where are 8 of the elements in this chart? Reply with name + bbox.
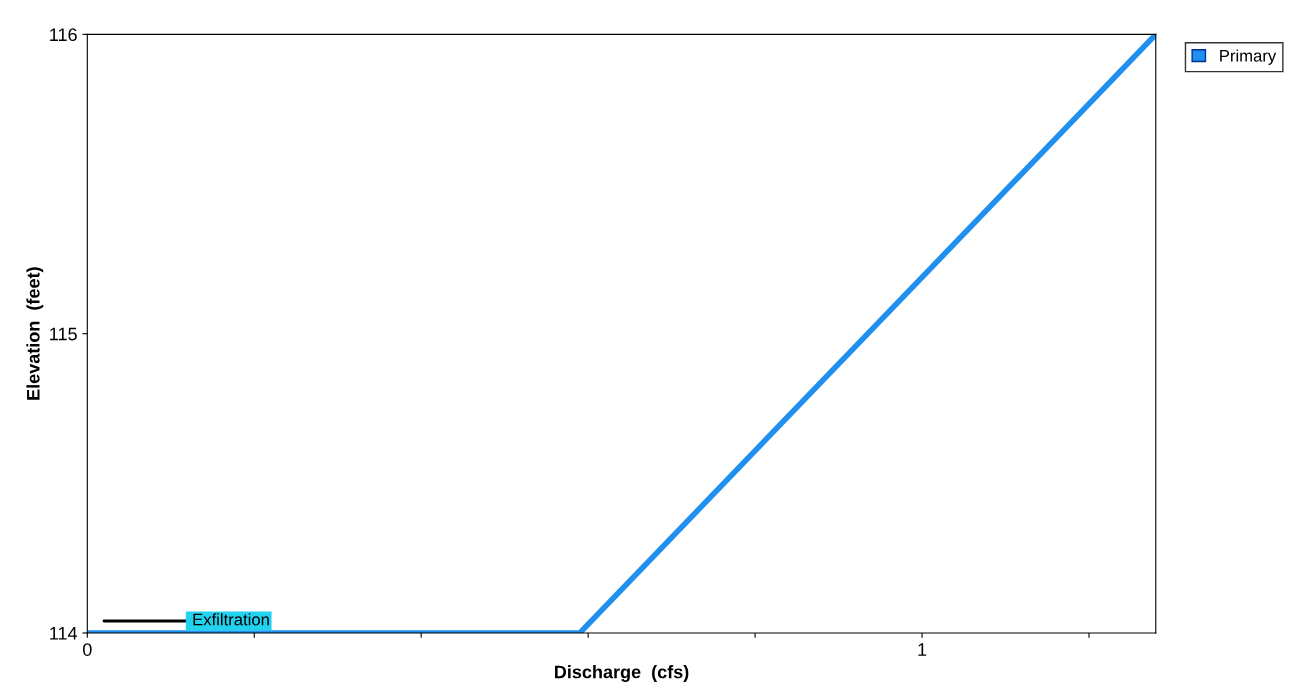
y-tick-label: 115 <box>50 327 77 341</box>
x-tick-label: 1 <box>918 643 927 656</box>
y-tick-label: 116 <box>50 28 77 42</box>
x-tick-label: 0 <box>82 643 92 656</box>
y-tick-label: 114 <box>50 627 78 640</box>
x-axis-title: Discharge (cfs) <box>555 665 689 682</box>
legend-label: Primary <box>1220 49 1277 65</box>
y-axis-title: Elevation (feet) <box>26 267 44 400</box>
